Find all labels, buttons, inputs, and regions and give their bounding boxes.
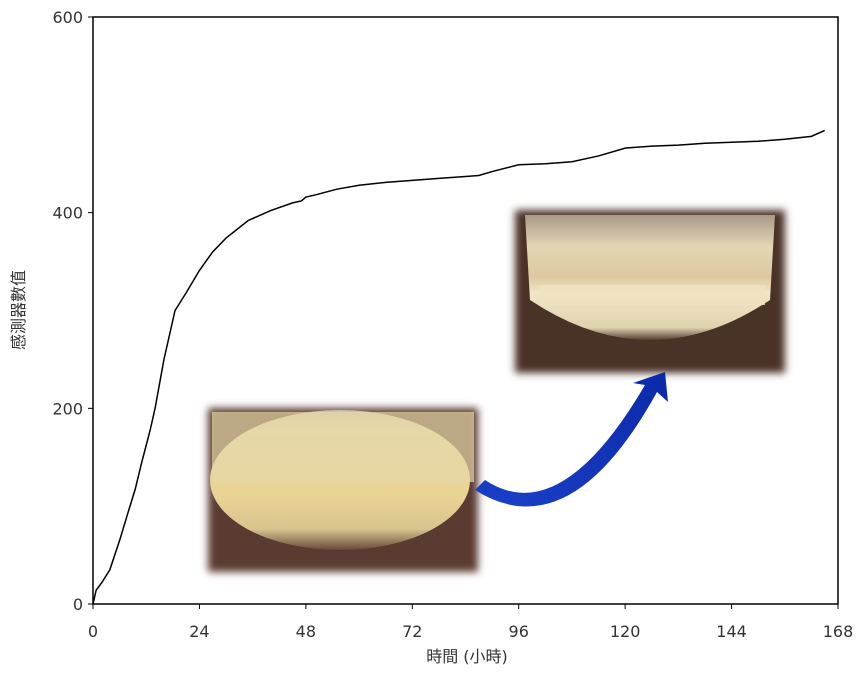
x-tick-label: 96 [509, 622, 529, 641]
transition-arrow [475, 372, 668, 507]
x-tick-label: 144 [716, 622, 747, 641]
x-tick-label: 48 [296, 622, 316, 641]
y-tick-label: 600 [52, 8, 83, 27]
y-tick-label: 400 [52, 204, 83, 223]
chart: 時間 (小時) 感測器數值 0 200 400 600 0 24 48 72 96 120 144 1… [0, 0, 858, 674]
x-tick-label: 24 [189, 622, 209, 641]
y-tick-label: 0 [73, 595, 83, 614]
x-tick-label: 120 [610, 622, 641, 641]
y-axis-title: 感測器數值 [9, 270, 28, 350]
x-axis-title: 時間 (小時) [426, 647, 508, 666]
inset-photo-before [208, 408, 478, 572]
x-tick-label: 0 [88, 622, 98, 641]
x-tick-label: 168 [823, 622, 854, 641]
x-tick-label: 72 [402, 622, 422, 641]
inset-photo-after [515, 210, 785, 373]
y-tick-label: 200 [52, 399, 83, 418]
